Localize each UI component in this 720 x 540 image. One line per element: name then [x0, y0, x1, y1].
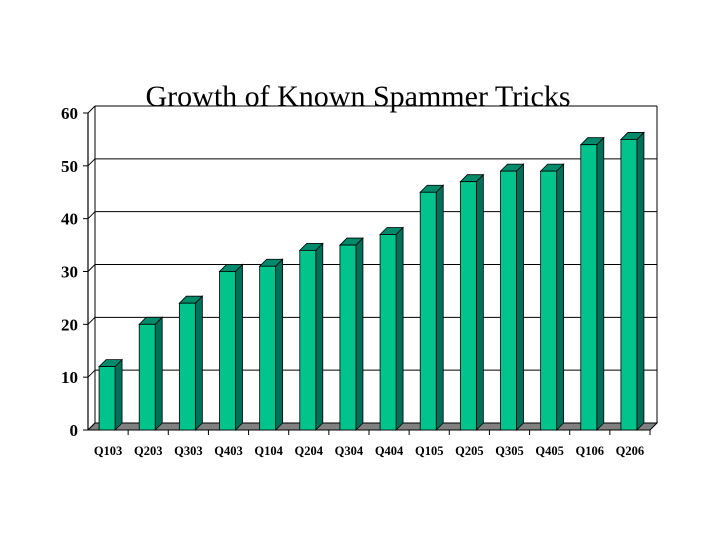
bar-front — [259, 265, 277, 431]
x-tick-label: Q203 — [134, 444, 162, 458]
bar-front — [540, 170, 558, 431]
gridline-connector — [87, 211, 96, 220]
bar — [298, 242, 324, 431]
bar-front — [339, 244, 357, 431]
x-tick-label: Q106 — [576, 444, 604, 458]
x-tick-label: Q103 — [94, 444, 122, 458]
bar-side — [636, 131, 645, 431]
bars-layer — [98, 131, 645, 431]
gridline-connector — [87, 158, 96, 167]
bar-front — [98, 366, 116, 431]
bar-side — [275, 258, 284, 431]
bar-side — [194, 295, 203, 431]
y-tick-label: 60 — [61, 104, 78, 123]
bar — [379, 226, 405, 431]
x-tick-label: Q303 — [174, 444, 202, 458]
bar-front — [459, 181, 477, 431]
x-tick-label: Q403 — [214, 444, 242, 458]
chart-title: Growth of Known Spammer Tricks — [146, 80, 571, 113]
bar-front — [138, 323, 156, 431]
bar-front — [500, 170, 517, 431]
bar — [419, 184, 445, 431]
x-tick-label: Q206 — [616, 444, 644, 458]
chart-floor — [86, 422, 659, 431]
y-tick-label: 0 — [70, 421, 79, 440]
bar — [619, 131, 645, 431]
bar-front — [178, 302, 196, 431]
bar — [338, 237, 364, 431]
axis-layer — [83, 106, 659, 435]
x-tick-label: Q304 — [335, 444, 364, 458]
x-tick-label: Q404 — [375, 444, 404, 458]
x-tick-label: Q104 — [254, 444, 283, 458]
y-tick-label: 10 — [61, 368, 78, 387]
bar — [258, 258, 284, 431]
bar — [218, 263, 244, 431]
gridline-connector — [87, 264, 96, 272]
bar-side — [235, 263, 243, 431]
bar-side — [556, 163, 565, 431]
y-tick-label: 50 — [61, 157, 78, 176]
bar — [98, 358, 124, 431]
x-tick-label: Q105 — [415, 444, 443, 458]
y-tick-label: 30 — [61, 263, 78, 282]
bar-side — [355, 237, 364, 431]
bar-side — [516, 163, 524, 431]
bar — [579, 136, 605, 431]
bar — [459, 173, 485, 431]
grid-layer — [87, 105, 657, 431]
bar — [499, 163, 525, 431]
bar-front — [379, 234, 397, 431]
bar-side — [475, 173, 484, 431]
bar — [539, 163, 565, 431]
gridline-connector — [87, 316, 96, 325]
x-tick-label: Q405 — [535, 444, 563, 458]
bar-side — [395, 226, 404, 431]
y-tick-label: 40 — [61, 210, 78, 229]
bar-front — [580, 144, 598, 431]
bar-front — [219, 271, 236, 431]
gridline-connector — [87, 105, 96, 114]
bar-front — [299, 249, 317, 431]
gridline-connector — [87, 369, 96, 378]
x-tick-label: Q204 — [295, 444, 324, 458]
bar — [138, 316, 164, 431]
y-tick-label: 20 — [61, 315, 78, 334]
bar-side — [315, 242, 324, 431]
bar — [178, 295, 204, 431]
bar-side — [596, 136, 605, 431]
x-tick-label: Q205 — [455, 444, 483, 458]
bar-side — [435, 184, 444, 431]
tick-labels: 0 10 20 30 40 50 60 Q103 Q203 Q303 Q403 Q104 Q204 Q30… — [61, 104, 644, 458]
bar-side — [114, 358, 123, 431]
bar-side — [154, 316, 163, 431]
bar-front — [620, 139, 638, 431]
x-tick-label: Q305 — [495, 444, 523, 458]
bar-front — [419, 191, 437, 431]
